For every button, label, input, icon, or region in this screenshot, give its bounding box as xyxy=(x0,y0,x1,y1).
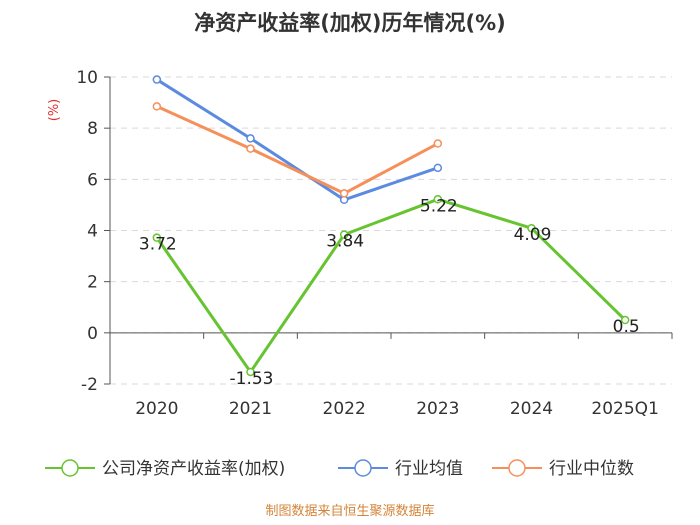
legend-label: 行业均值 xyxy=(395,459,463,479)
data-labels: 3.72 -1.53 3.84 5.22 4.09 0.5 xyxy=(139,196,640,389)
legend-item: 公司净资产收益率(加权) xyxy=(45,459,285,479)
data-point xyxy=(246,367,255,377)
data-label: -1.53 xyxy=(230,369,274,389)
data-point xyxy=(152,102,162,111)
data-label: 3.72 xyxy=(139,235,177,255)
data-point xyxy=(339,189,349,198)
series-line-1 xyxy=(156,78,439,202)
series-line-0 xyxy=(155,197,627,374)
data-point xyxy=(152,75,162,84)
legend-marker xyxy=(61,459,79,477)
x-tick-label: 2022 xyxy=(323,399,366,419)
x-tick-label: 2025Q1 xyxy=(591,399,658,419)
data-label: 3.84 xyxy=(326,232,364,252)
legend-marker xyxy=(508,459,526,477)
data-point xyxy=(620,315,630,325)
chart-title: 净资产收益率(加权)历年情况(%) xyxy=(194,11,505,35)
data-label: 4.09 xyxy=(514,225,552,245)
y-tick-label: 2 xyxy=(87,273,98,293)
y-tick-label: 10 xyxy=(76,68,98,88)
source-note: 制图数据来自恒生聚源数据库 xyxy=(265,503,434,519)
legend-item: 行业均值 xyxy=(338,459,463,479)
data-point xyxy=(246,144,255,153)
y-tick-label: 0 xyxy=(87,324,98,344)
legend-label: 公司净资产收益率(加权) xyxy=(102,459,285,479)
data-point xyxy=(433,163,443,173)
legend: 公司净资产收益率(加权) 行业均值 行业中位数 xyxy=(45,459,634,479)
y-tick-label: -2 xyxy=(81,375,98,395)
data-point xyxy=(433,139,443,148)
legend-label: 行业中位数 xyxy=(549,459,634,479)
series-lines xyxy=(152,75,630,377)
x-tick-label: 2021 xyxy=(229,399,272,419)
data-label: 0.5 xyxy=(613,317,640,337)
series-line-2 xyxy=(156,105,439,195)
legend-item: 行业中位数 xyxy=(492,459,634,479)
x-tick-label: 2023 xyxy=(416,399,459,419)
data-point xyxy=(152,233,162,242)
y-tick-labels: -2 0 2 4 6 8 10 xyxy=(76,68,98,395)
data-point xyxy=(246,134,255,143)
y-tick-label: 6 xyxy=(87,170,98,190)
data-label: 5.22 xyxy=(420,196,458,216)
y-axis-unit: (%) xyxy=(47,99,62,122)
y-tick-label: 8 xyxy=(87,119,98,139)
legend-marker xyxy=(354,459,372,477)
x-tick-label: 2020 xyxy=(135,399,178,419)
data-point xyxy=(433,195,443,204)
x-tick-label: 2024 xyxy=(510,399,553,419)
data-point xyxy=(527,223,536,233)
data-point xyxy=(339,230,349,239)
axes xyxy=(104,76,673,385)
y-tick-label: 4 xyxy=(87,222,98,242)
x-tick-labels: 2020 2021 2022 2023 2024 2025Q1 xyxy=(135,399,659,419)
